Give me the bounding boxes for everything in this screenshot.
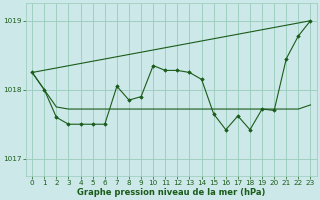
X-axis label: Graphe pression niveau de la mer (hPa): Graphe pression niveau de la mer (hPa) <box>77 188 266 197</box>
